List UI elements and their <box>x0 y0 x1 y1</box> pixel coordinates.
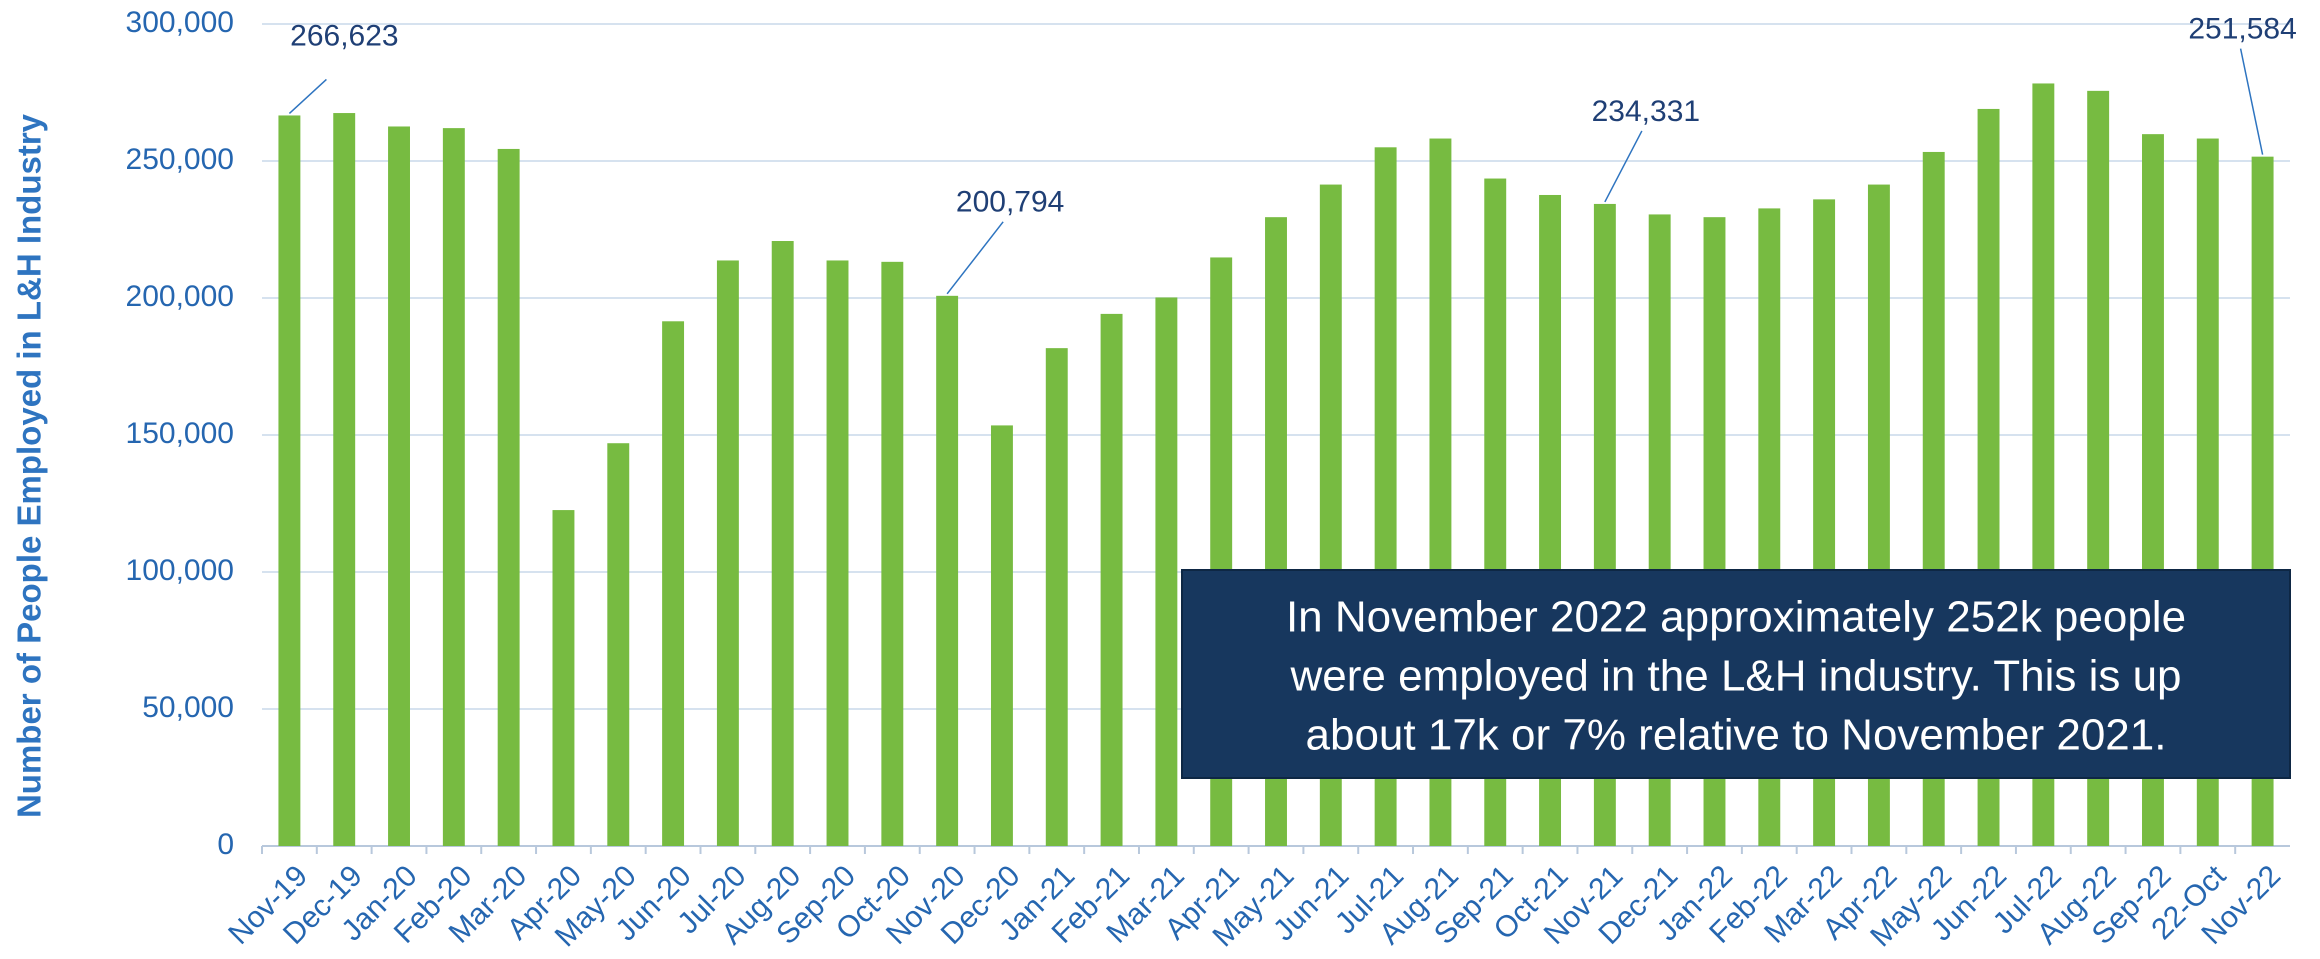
leader-line <box>288 78 327 115</box>
bar <box>278 115 301 846</box>
bar <box>771 241 794 846</box>
bar <box>1155 297 1178 846</box>
bar <box>990 425 1013 846</box>
bar <box>1045 348 1068 846</box>
bar <box>442 128 465 846</box>
data-label: 266,623 <box>290 19 398 52</box>
bar <box>607 443 630 846</box>
data-label: 200,794 <box>956 186 1064 219</box>
y-tick-label: 150,000 <box>126 417 234 450</box>
bar <box>1100 313 1123 847</box>
leader-line <box>1604 130 1643 203</box>
bar <box>662 321 685 846</box>
data-label: 234,331 <box>1592 95 1700 128</box>
bar <box>333 113 356 847</box>
y-tick-label: 300,000 <box>126 6 234 39</box>
bar <box>388 126 410 846</box>
bar <box>716 260 739 846</box>
y-axis-title: Number of People Employed in L&H Industr… <box>11 113 48 818</box>
leader-line <box>2239 48 2264 155</box>
bar <box>881 261 904 846</box>
annotation-text: about 17k or 7% relative to November 202… <box>1306 711 2167 760</box>
bar <box>552 510 575 846</box>
y-tick-label: 250,000 <box>126 143 234 176</box>
annotation-text: were employed in the L&H industry. This … <box>1289 652 2181 701</box>
leader-line <box>946 221 1004 295</box>
data-label: 251,584 <box>2188 13 2296 46</box>
bar <box>826 260 849 846</box>
annotation-text: In November 2022 approximately 252k peop… <box>1286 593 2186 642</box>
bar <box>497 148 520 847</box>
y-tick-label: 50,000 <box>142 691 234 724</box>
y-tick-label: 200,000 <box>126 280 234 313</box>
y-tick-label: 100,000 <box>126 554 234 587</box>
bar <box>936 295 959 846</box>
y-tick-label: 0 <box>217 828 234 861</box>
annotation-box <box>1181 569 2291 779</box>
